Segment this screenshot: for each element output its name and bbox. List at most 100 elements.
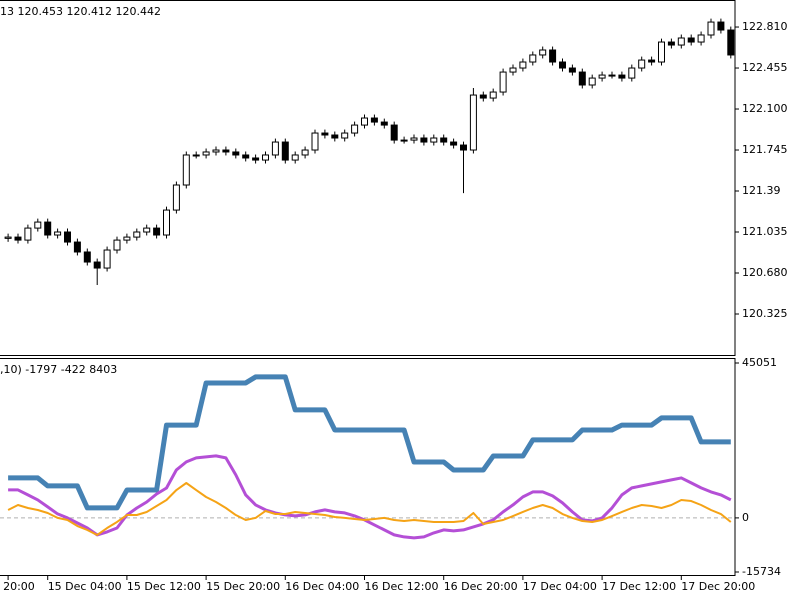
candle-body [370,117,378,123]
candle-body [519,61,527,69]
candle-body [638,59,646,69]
candle-body [64,231,71,243]
candle-body [331,134,339,139]
x-tick-label: 15 Dec 20:00 [206,580,280,593]
candle-body [420,137,428,143]
candle-body [549,49,557,63]
candle-body [539,49,547,56]
candle-body [143,227,151,233]
x-tick-label: 17 Dec 20:00 [681,580,755,593]
candle-body [588,77,596,86]
candle-body [727,29,735,56]
candle-body [212,149,220,153]
x-tick-label: 15 Dec 12:00 [127,580,201,593]
y-tick-label: -15734 [742,565,781,578]
candle-body [172,184,180,211]
candle-body [182,154,190,186]
candle-body [281,141,289,161]
candle-body [83,251,91,263]
candle-body [271,141,279,156]
candle-body [667,41,675,46]
candle-body [390,124,398,141]
indicator-line [8,374,731,511]
x-tick-label: 16 Dec 20:00 [444,580,518,593]
price-header: 13 120.453 120.412 120.442 [0,5,161,18]
indicator-pane-frame [0,358,736,576]
indicator-header: ,10) -1797 -422 8403 [0,363,117,376]
candle-body [361,117,368,126]
candle-body [578,71,586,86]
candle-body [430,137,438,143]
y-tick-label: 122.100 [742,102,788,115]
candle-body [133,231,141,238]
indicator-line [8,454,732,540]
x-tick-label: 16 Dec 12:00 [365,580,439,593]
candle-body [73,241,81,253]
candle-body [163,209,170,236]
candle-body [450,141,458,146]
y-tick-label: 120.325 [742,307,788,320]
candle-body [697,34,705,43]
candle-body [123,236,131,241]
candle-body [202,151,210,156]
candle-body [440,137,448,143]
candle-body [608,74,616,77]
x-tick-label: 15 Dec 04:00 [48,580,122,593]
candle-body [568,67,576,73]
candle-body [24,227,32,241]
candle-body [54,231,62,236]
candle-body [469,94,477,151]
candle-body [252,157,260,161]
y-tick-label: 45051 [742,356,777,369]
y-tick-label: 120.680 [742,266,788,279]
candle-body [4,236,12,239]
candle-body [14,236,22,241]
candle-body [529,54,537,63]
candle-body [291,154,299,161]
candle-body [648,59,656,63]
candle-body [479,94,487,99]
candle-body [242,154,250,159]
candle-body [351,124,359,134]
x-tick-label: 17 Dec 04:00 [523,580,597,593]
y-tick-label: 121.745 [742,143,788,156]
candle-body [707,21,715,36]
candle-body [93,261,101,269]
candle-body [301,149,309,156]
price-pane-frame [0,0,736,356]
x-tick-label: 16 Dec 04:00 [285,580,359,593]
candle-body [103,249,111,269]
candle-body [232,151,240,156]
candle-body [489,91,497,99]
candle-body [687,37,695,43]
candle-body [559,61,566,69]
candle-body [598,74,606,79]
candle-body [311,132,319,151]
candle-body [658,41,665,63]
candle-body [460,144,467,151]
candle-body [341,132,349,139]
candle-body [499,71,507,93]
candle-body [618,74,626,79]
candle-body [410,137,418,141]
candle-body [628,67,636,79]
candle-body [321,132,329,136]
y-tick-label: 0 [742,511,749,524]
y-tick-label: 121.035 [742,225,788,238]
candle-body [222,149,230,153]
candle-body [44,221,52,236]
candle-body [717,21,725,31]
y-tick-label: 121.39 [742,184,781,197]
candle-body [34,221,42,229]
candle-body [192,154,200,157]
candle-body [509,67,517,73]
candle-body [113,239,121,251]
y-tick-label: 122.455 [742,61,788,74]
indicator-line [7,482,732,536]
x-tick-label: 17 Dec 12:00 [602,580,676,593]
candle-body [677,37,685,46]
x-tick-label: 20:00 [3,580,35,593]
candle-body [380,121,388,126]
